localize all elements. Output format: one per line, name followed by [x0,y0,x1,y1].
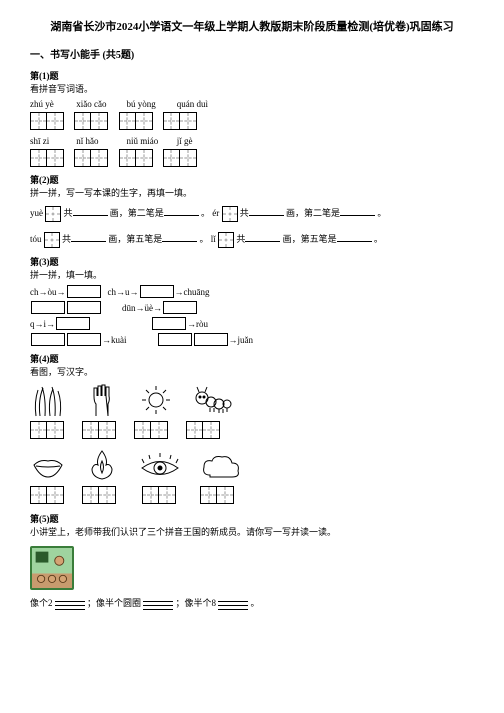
q5-prompt: 小讲堂上，老师带我们认识了三个拼音王国的新成员。请你写一写并读一读。 [30,525,474,538]
grass-icon [30,382,66,418]
q4-boxes-row2 [30,486,474,504]
q2-line2: tóu 共 画，第五笔是 。 lǐ 共 画，第五笔是 。 [30,229,474,249]
hand-icon [84,382,120,418]
q4-boxes-row1 [30,421,474,439]
q4-label: 第(4)题 [30,352,474,365]
q1-label: 第(1)题 [30,69,474,82]
q3-row1: ch→òu→ ch→u→ →chuāng [30,285,474,298]
worm-icon [192,382,236,418]
section-heading: 一、书写小能手 (共5题) [30,46,474,61]
q3-row2: dūn→üè→ [30,301,474,314]
fire-icon [84,447,120,483]
q3-row3: q→i→ →ròu [30,317,474,330]
q1-pinyin-row1: zhú yè xiǎo cǎo bú yòng quán duì [30,99,474,109]
page-title: 湖南省长沙市2024小学语文一年级上学期人教版期末阶段质量检测(培优卷)巩固练习 [30,18,474,34]
q2-prompt: 拼一拼，写一写本课的生字，再填一填。 [30,186,474,199]
q4-images-row1 [30,382,474,418]
sun-icon [138,382,174,418]
eye-icon [138,453,182,483]
q4-prompt: 看图，写汉字。 [30,365,474,378]
q1-pinyin-row2: shī zi nǐ hǎo niǔ miáo jǐ gè [30,136,474,146]
q3-prompt: 拼一拼，填一填。 [30,268,474,281]
cloud-icon [200,453,242,483]
q2-label: 第(2)题 [30,173,474,186]
mouth-icon [30,453,66,483]
q4-images-row2 [30,447,474,483]
q1-prompt: 看拼音写词语。 [30,82,474,95]
q3-label: 第(3)题 [30,255,474,268]
q2-line1: yuè 共 画，第二笔是 。 ér 共 画，第二笔是 。 [30,203,474,223]
q1-boxes-row2 [30,149,474,167]
classroom-icon [30,546,74,590]
q1-boxes-row1 [30,112,474,130]
q5-line: 像个2 ；像半个圆圈 ；像半个8 。 [30,596,474,610]
q5-label: 第(5)题 [30,512,474,525]
q3-row4: →kuài →juǎn [30,333,474,346]
